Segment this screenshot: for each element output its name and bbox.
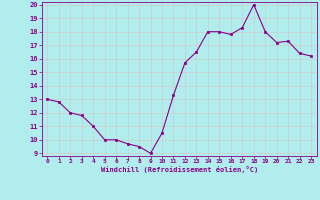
X-axis label: Windchill (Refroidissement éolien,°C): Windchill (Refroidissement éolien,°C) <box>100 166 258 173</box>
